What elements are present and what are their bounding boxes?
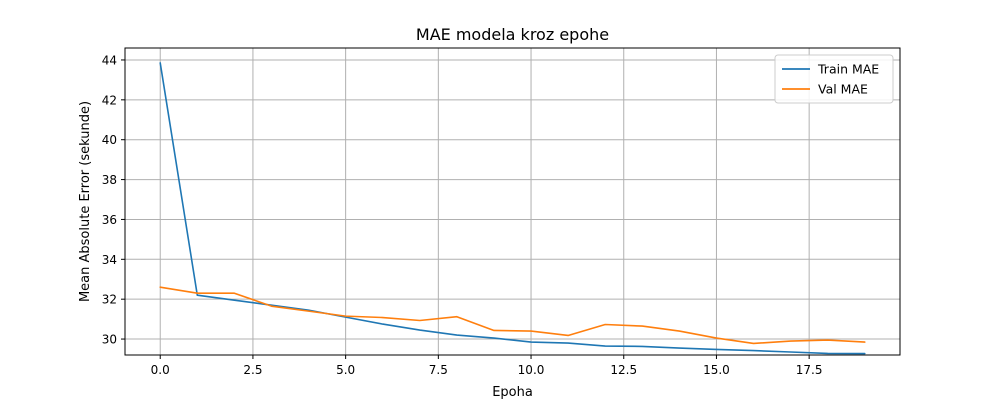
x-tick-label: 10.0 [518,363,545,377]
y-tick-label: 40 [102,133,117,147]
legend-box [774,54,894,104]
x-tick-label: 7.5 [429,363,448,377]
chart-title: MAE modela kroz epohe [416,25,609,44]
legend-label-val-mae: Val MAE [818,82,868,97]
y-tick-label: 32 [102,293,117,307]
legend-label-train-mae: Train MAE [817,62,879,77]
y-tick-label: 44 [102,53,117,67]
series-line-train-mae [159,62,866,355]
x-tick-label: 17.5 [796,363,823,377]
y-tick-label: 42 [102,93,117,107]
x-tick-label: 0.0 [151,363,170,377]
x-tick-label: 12.5 [610,363,637,377]
y-tick-label: 34 [102,253,117,267]
plot-frame [124,47,901,356]
x-axis-label: Epoha [492,385,533,400]
x-tick-label: 15.0 [703,363,730,377]
x-tick-label: 2.5 [243,363,262,377]
y-tick-label: 30 [102,333,117,347]
x-tick-label: 5.0 [336,363,355,377]
series-line-val-mae [159,286,866,345]
legend: Train MAE Val MAE [774,54,894,104]
y-tick-label: 38 [102,173,117,187]
axis-ticks: 0.0 2.5 5.0 7.5 10.0 12.5 15.0 17.5 30 32 34 36 38 40… [102,53,823,377]
y-axis-label: Mean Absolute Error (sekunde) [78,101,93,302]
series-lines [159,62,866,355]
y-tick-label: 36 [102,213,117,227]
